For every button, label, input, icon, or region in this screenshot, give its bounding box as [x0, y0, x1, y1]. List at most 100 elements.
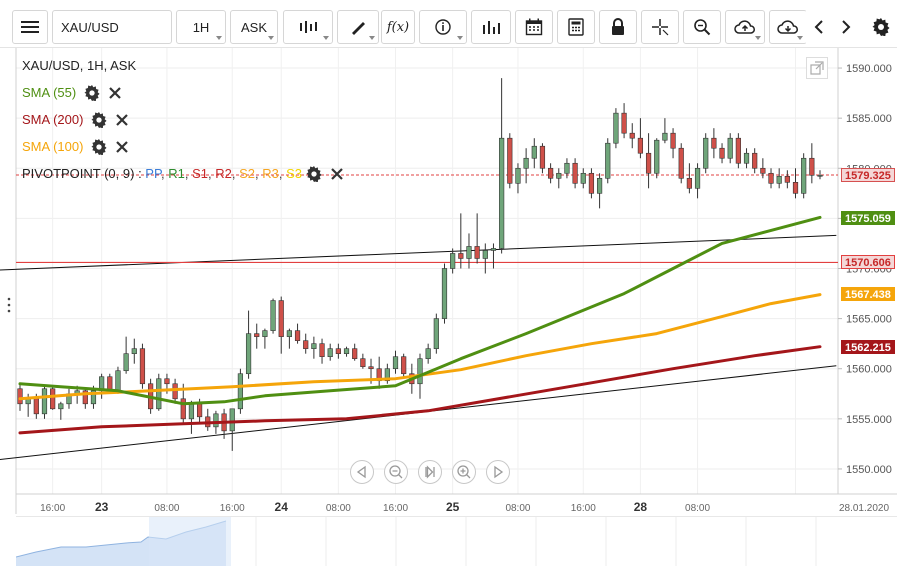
y-tick-label: 1565.000	[846, 314, 892, 326]
candle-body	[156, 378, 162, 410]
candle-body	[817, 174, 823, 177]
zoom-out-button[interactable]	[384, 460, 408, 484]
x-tick-label: 24	[275, 500, 289, 514]
candle-body	[311, 343, 317, 349]
candle-body	[645, 152, 652, 174]
candle-body	[588, 172, 595, 194]
cloud-download-button[interactable]	[769, 10, 807, 44]
gear-icon[interactable]	[91, 138, 107, 155]
draw-button[interactable]	[337, 10, 379, 44]
candles-icon	[298, 19, 318, 35]
pivot-comma: ,	[231, 166, 240, 181]
lock-button[interactable]	[599, 10, 637, 44]
chart-area[interactable]: 1590.0001585.0001580.0001575.0001570.000…	[0, 48, 897, 565]
x-tick-label: 08:00	[326, 503, 351, 514]
pivot-item: R3	[262, 166, 279, 181]
y-tick-label: 1555.000	[846, 414, 892, 426]
candle-body	[523, 157, 529, 169]
candle-body	[123, 353, 129, 372]
pivot-comma: ,	[184, 166, 193, 181]
left-resize-handle[interactable]	[7, 296, 11, 314]
close-icon[interactable]	[108, 86, 122, 100]
sma200-line	[18, 345, 822, 435]
scroll-right-button[interactable]	[486, 460, 510, 484]
prev-button[interactable]	[805, 10, 833, 44]
candle-body	[605, 142, 611, 179]
gear-icon[interactable]	[306, 165, 322, 182]
sma100-label: SMA (100)	[22, 139, 84, 154]
navigator-panel[interactable]	[15, 516, 897, 566]
pivot-separator: :	[134, 166, 146, 181]
symbol-label: XAU/USD	[61, 19, 119, 35]
gear-icon[interactable]	[84, 84, 100, 101]
x-tick-label: 16:00	[40, 503, 65, 514]
crosshair-icon	[651, 18, 669, 36]
x-tick-label: 28	[634, 500, 648, 514]
price-chart[interactable]: 1590.0001585.0001580.0001575.0001570.000…	[0, 48, 897, 565]
zoom-out-icon	[385, 465, 407, 487]
candle-body	[809, 157, 815, 176]
menu-button[interactable]	[12, 10, 48, 44]
candle-body	[237, 373, 244, 410]
candle-body	[229, 408, 235, 432]
candle-body	[425, 348, 431, 359]
gear-icon[interactable]	[91, 111, 107, 128]
candle-body	[637, 137, 644, 154]
candle-body	[50, 388, 56, 410]
function-icon: f(x)	[386, 19, 410, 35]
pivot-comma: ,	[278, 166, 287, 181]
scroll-left-button[interactable]	[350, 460, 374, 484]
function-button[interactable]: f(x)	[381, 10, 415, 44]
trendline	[0, 234, 837, 271]
candle-body	[678, 147, 684, 179]
indicator-legend: XAU/USD, 1H, ASK SMA (55) SMA (200) SMA …	[22, 52, 344, 187]
candle-body	[41, 388, 48, 415]
zoom-button[interactable]	[683, 10, 721, 44]
cloud-upload-button[interactable]	[725, 10, 765, 44]
candle-body	[441, 268, 448, 319]
x-tick-label: 08:00	[685, 503, 710, 514]
indicators-button[interactable]	[471, 10, 511, 44]
toolbar: XAU/USD 1H ASK f(x)	[0, 0, 897, 48]
prev-icon	[814, 19, 824, 35]
candle-body	[801, 157, 807, 194]
chart-type-button[interactable]	[283, 10, 333, 44]
close-icon[interactable]	[115, 113, 129, 127]
price-type-selector[interactable]: ASK	[230, 10, 278, 44]
next-button[interactable]	[832, 10, 860, 44]
settings-button[interactable]	[866, 10, 896, 44]
x-tick-label: 16:00	[383, 503, 408, 514]
candle-body	[450, 253, 456, 269]
maximize-button[interactable]	[806, 57, 828, 79]
reset-zoom-button[interactable]	[418, 460, 442, 484]
pivot-comma: ,	[207, 166, 216, 181]
candle-body	[621, 112, 627, 134]
sma55-line	[18, 215, 822, 406]
candle-body	[515, 167, 521, 184]
close-icon[interactable]	[330, 167, 344, 181]
candle-body	[384, 368, 390, 382]
candle-body	[343, 348, 350, 354]
zoom-in-button[interactable]	[452, 460, 476, 484]
indicators-icon	[482, 19, 500, 35]
x-tick-label: 16:00	[571, 503, 596, 514]
close-icon[interactable]	[115, 140, 129, 154]
info-button[interactable]	[419, 10, 467, 44]
timeframe-label: 1H	[192, 19, 210, 35]
draw-icon	[350, 19, 366, 35]
candle-body	[303, 340, 309, 349]
y-tick-label: 1550.000	[846, 464, 892, 476]
legend-sma200: SMA (200)	[22, 106, 344, 133]
calculator-button[interactable]	[557, 10, 595, 44]
symbol-selector[interactable]: XAU/USD	[52, 10, 172, 44]
calendar-button[interactable]	[515, 10, 553, 44]
pivot-item: R2	[215, 166, 232, 181]
y-tick-label: 1585.000	[846, 113, 892, 125]
candle-body	[286, 330, 292, 337]
price-type-label: ASK	[240, 19, 267, 35]
candle-body	[131, 348, 137, 354]
calendar-icon	[525, 18, 543, 36]
crosshair-button[interactable]	[641, 10, 679, 44]
timeframe-selector[interactable]: 1H	[176, 10, 226, 44]
candle-body	[539, 145, 546, 169]
